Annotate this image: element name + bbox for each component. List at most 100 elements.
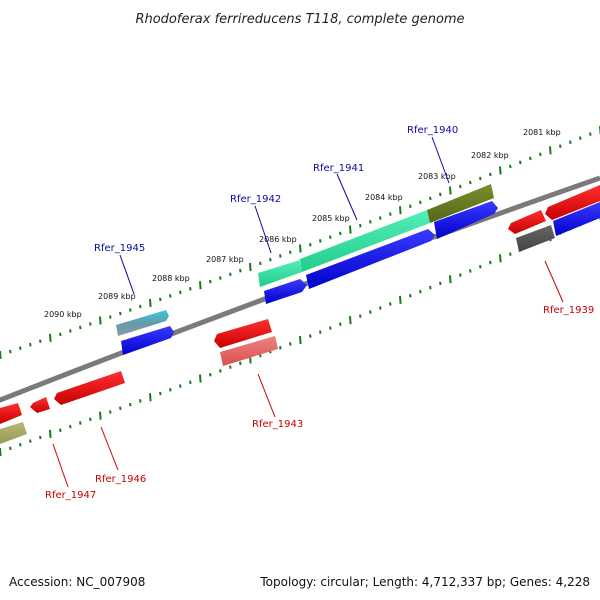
gene-label-rfer-1943[interactable]: Rfer_1943 [252,419,303,430]
scale-tick [39,435,42,440]
kbp-label: 2087 kbp [206,255,244,264]
scale-tick [529,156,532,161]
gene-label-rfer-1941[interactable]: Rfer_1941 [313,163,364,174]
scale-tick [539,152,542,157]
scale-tick [159,297,162,302]
scale-tick [69,424,72,429]
scale-tick [419,289,422,294]
scale-tick [489,172,492,177]
scale-tick [59,332,62,337]
scale-tick [289,342,292,346]
scale-tick [349,225,352,234]
kbp-label: 2084 kbp [365,193,403,202]
cds-blue-2[interactable] [264,279,307,304]
scale-tick [249,262,252,272]
scale-tick [499,166,502,175]
scale-tick [299,244,302,253]
cds-red-mid[interactable] [214,319,272,348]
scale-tick [329,326,332,330]
cds-rfer-1945[interactable] [116,310,169,336]
scale-tick [229,365,232,369]
scale-tick [509,164,512,169]
scale-tick [29,439,32,443]
scale-tick [359,314,362,318]
gene-label-rfer-1942[interactable]: Rfer_1942 [230,194,281,205]
kbp-label: 2090 kbp [44,310,82,319]
cds-rfer-1941[interactable] [300,210,430,272]
cds-blue-4[interactable] [434,201,498,239]
scale-tick [119,311,122,316]
genome-summary-text: Topology: circular; Length: 4,712,337 bp… [259,575,590,589]
scale-tick [459,184,462,189]
scale-tick [69,329,72,333]
accession-text: Accession: NC_007908 [9,575,145,589]
scale-tick [329,235,332,239]
scale-tick [209,279,212,284]
scale-tick [589,132,592,136]
cds-rfer-1946[interactable] [54,371,125,405]
scale-tick [449,186,452,195]
scale-tick [179,290,182,295]
genome-title: Rhodoferax ferrireducens T118, complete … [135,12,464,27]
scale-tick [89,417,92,422]
gene-label-rfer-1946[interactable]: Rfer_1946 [95,474,146,485]
gene-label-rfer-1947[interactable]: Rfer_1947 [45,490,96,501]
scale-tick [19,442,22,447]
gene-label-rfer-1945[interactable]: Rfer_1945 [94,243,145,254]
scale-tick [129,308,132,312]
scale-tick [239,361,242,366]
scale-tick [199,281,202,290]
scale-tick [269,257,272,262]
scale-tick [29,342,32,347]
cds-khaki[interactable] [0,422,27,444]
scale-tick [239,268,242,273]
scale-tick [209,372,212,377]
scale-tick [279,254,282,258]
scale-tick [559,144,562,149]
scale-tick [429,285,432,290]
kbp-label: 2081 kbp [523,128,561,137]
cds-rfer-1940[interactable] [427,184,494,223]
gene-label-rfer-1940[interactable]: Rfer_1940 [407,125,458,136]
scale-tick [379,306,382,310]
kbp-label: 2089 kbp [98,292,136,301]
scale-tick [459,273,462,277]
scale-tick [19,346,22,350]
scale-tick [89,322,92,326]
scale-tick [319,239,322,243]
scale-tick [309,242,312,247]
cds-rfer-1939[interactable] [516,225,555,252]
scale-tick [109,410,112,414]
scale-tick [499,254,502,263]
scale-tick [549,146,552,155]
scale-tick [509,252,512,256]
scale-tick [369,220,372,224]
scale-tick [59,428,62,433]
cds-rfer-1947[interactable] [0,403,22,424]
cds-red-small[interactable] [30,397,50,413]
scale-tick [409,204,412,209]
scale-tick [299,335,302,345]
scale-tick [469,180,472,185]
kbp-label: 2082 kbp [471,151,509,160]
scale-tick [389,212,392,216]
scale-tick [0,350,2,360]
scale-tick [399,295,402,304]
scale-tick [399,206,402,215]
scale-tick [79,421,82,425]
scale-tick [219,369,222,373]
cds-red-right-1[interactable] [508,210,546,234]
scale-tick [109,315,112,319]
cds-blue-3[interactable] [306,229,435,289]
cds-rfer-1943[interactable] [220,336,278,366]
scale-tick [139,399,142,403]
cds-red-right-2[interactable] [545,185,600,220]
cds-rfer-1942-green[interactable] [258,260,302,287]
cds-blue-5[interactable] [553,202,600,236]
gene-label-rfer-1939[interactable]: Rfer_1939 [543,305,594,316]
scale-tick [489,260,492,265]
cds-blue-1[interactable] [121,326,174,355]
scale-tick [359,223,362,228]
scale-tick [219,276,222,280]
